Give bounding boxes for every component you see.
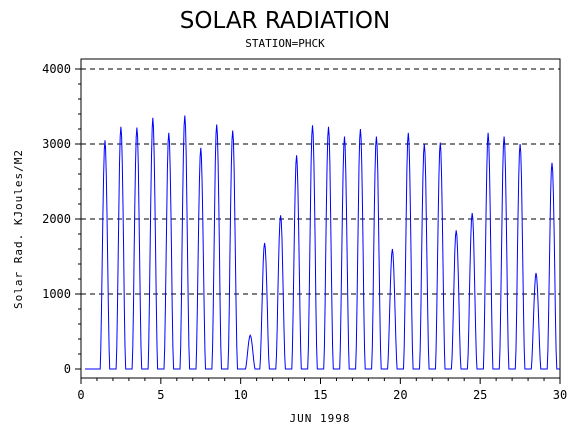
x-tick-label: 0 [77, 388, 84, 402]
x-tick-label: 30 [553, 388, 567, 402]
x-tick-label: 25 [473, 388, 487, 402]
y-tick-label: 2000 [42, 212, 71, 226]
y-tick-label: 0 [64, 362, 71, 376]
series-line [85, 115, 560, 370]
x-tick-label: 5 [157, 388, 164, 402]
x-axis-label: JUN 1998 [290, 412, 351, 425]
y-tick-label: 4000 [42, 62, 71, 76]
x-axis: 0 5 10 15 20 25 30 [77, 378, 567, 402]
x-tick-label: 15 [313, 388, 327, 402]
solar-radiation-line [85, 115, 560, 370]
y-tick-label: 3000 [42, 137, 71, 151]
y-axis-label: Solar Rad. KJoules/M2 [12, 149, 25, 309]
chart-title: SOLAR RADIATION [180, 8, 390, 34]
y-tick-label: 1000 [42, 287, 71, 301]
chart-subtitle: STATION=PHCK [245, 37, 325, 50]
x-tick-label: 20 [393, 388, 407, 402]
y-axis: 0 1000 2000 3000 4000 [42, 62, 81, 376]
grid-lines [81, 68, 560, 295]
x-tick-label: 10 [233, 388, 247, 402]
